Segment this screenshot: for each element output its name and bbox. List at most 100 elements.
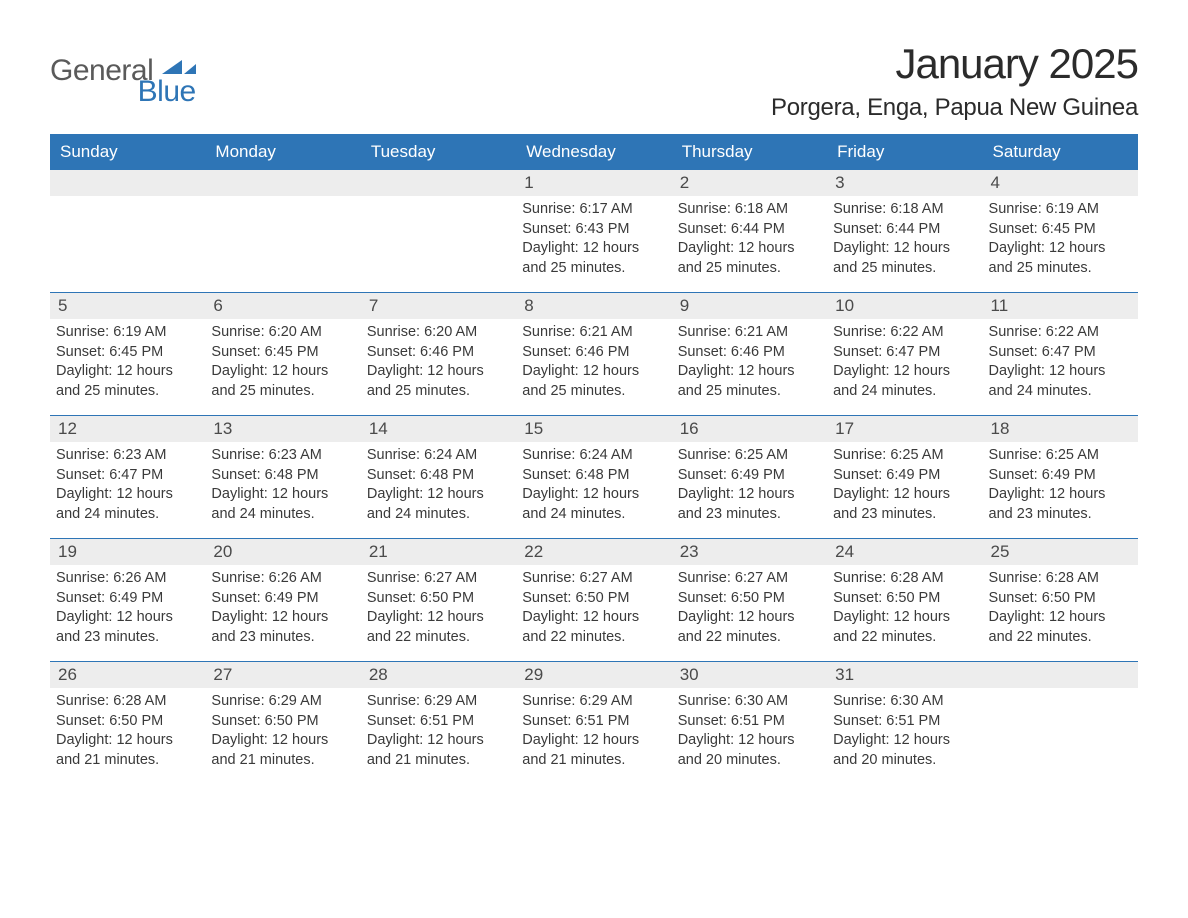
- calendar-cell: 15Sunrise: 6:24 AMSunset: 6:48 PMDayligh…: [516, 416, 671, 538]
- day-number: [50, 170, 205, 196]
- day-details: Sunrise: 6:17 AMSunset: 6:43 PMDaylight:…: [516, 196, 671, 288]
- dow-thursday: Thursday: [672, 134, 827, 170]
- daylight-text: Daylight: 12 hours and 24 minutes.: [367, 485, 510, 524]
- sunrise-text: Sunrise: 6:21 AM: [678, 323, 821, 343]
- sunrise-text: Sunrise: 6:26 AM: [211, 569, 354, 589]
- calendar-cell: 9Sunrise: 6:21 AMSunset: 6:46 PMDaylight…: [672, 293, 827, 415]
- sunrise-text: Sunrise: 6:25 AM: [678, 446, 821, 466]
- calendar-cell: [361, 170, 516, 292]
- day-number: 31: [827, 662, 982, 688]
- sunset-text: Sunset: 6:50 PM: [678, 589, 821, 609]
- daylight-text: Daylight: 12 hours and 25 minutes.: [678, 239, 821, 278]
- calendar-cell: [983, 662, 1138, 784]
- day-number: 23: [672, 539, 827, 565]
- day-number: 2: [672, 170, 827, 196]
- calendar-cell: 18Sunrise: 6:25 AMSunset: 6:49 PMDayligh…: [983, 416, 1138, 538]
- day-number: [983, 662, 1138, 688]
- week-row: 5Sunrise: 6:19 AMSunset: 6:45 PMDaylight…: [50, 292, 1138, 415]
- calendar-cell: 28Sunrise: 6:29 AMSunset: 6:51 PMDayligh…: [361, 662, 516, 784]
- sunrise-text: Sunrise: 6:28 AM: [56, 692, 199, 712]
- daylight-text: Daylight: 12 hours and 20 minutes.: [833, 731, 976, 770]
- sunrise-text: Sunrise: 6:22 AM: [989, 323, 1132, 343]
- daylight-text: Daylight: 12 hours and 25 minutes.: [989, 239, 1132, 278]
- calendar-cell: 21Sunrise: 6:27 AMSunset: 6:50 PMDayligh…: [361, 539, 516, 661]
- day-number: 24: [827, 539, 982, 565]
- calendar-cell: 19Sunrise: 6:26 AMSunset: 6:49 PMDayligh…: [50, 539, 205, 661]
- calendar-cell: [205, 170, 360, 292]
- sunrise-text: Sunrise: 6:24 AM: [367, 446, 510, 466]
- sunset-text: Sunset: 6:44 PM: [678, 220, 821, 240]
- day-details: Sunrise: 6:27 AMSunset: 6:50 PMDaylight:…: [516, 565, 671, 657]
- sunset-text: Sunset: 6:51 PM: [522, 712, 665, 732]
- sunrise-text: Sunrise: 6:30 AM: [678, 692, 821, 712]
- sunset-text: Sunset: 6:45 PM: [211, 343, 354, 363]
- day-number: 26: [50, 662, 205, 688]
- sunrise-text: Sunrise: 6:29 AM: [367, 692, 510, 712]
- calendar-cell: 17Sunrise: 6:25 AMSunset: 6:49 PMDayligh…: [827, 416, 982, 538]
- day-details: Sunrise: 6:18 AMSunset: 6:44 PMDaylight:…: [827, 196, 982, 288]
- day-number: 27: [205, 662, 360, 688]
- sunset-text: Sunset: 6:50 PM: [367, 589, 510, 609]
- calendar-cell: 27Sunrise: 6:29 AMSunset: 6:50 PMDayligh…: [205, 662, 360, 784]
- day-details: Sunrise: 6:24 AMSunset: 6:48 PMDaylight:…: [361, 442, 516, 534]
- day-number: [205, 170, 360, 196]
- calendar-cell: [50, 170, 205, 292]
- day-number: 28: [361, 662, 516, 688]
- week-row: 12Sunrise: 6:23 AMSunset: 6:47 PMDayligh…: [50, 415, 1138, 538]
- day-number: 30: [672, 662, 827, 688]
- sunset-text: Sunset: 6:45 PM: [56, 343, 199, 363]
- weeks-container: 1Sunrise: 6:17 AMSunset: 6:43 PMDaylight…: [50, 170, 1138, 784]
- day-details: Sunrise: 6:21 AMSunset: 6:46 PMDaylight:…: [672, 319, 827, 411]
- day-details: Sunrise: 6:23 AMSunset: 6:47 PMDaylight:…: [50, 442, 205, 534]
- calendar-cell: 1Sunrise: 6:17 AMSunset: 6:43 PMDaylight…: [516, 170, 671, 292]
- calendar-cell: 23Sunrise: 6:27 AMSunset: 6:50 PMDayligh…: [672, 539, 827, 661]
- day-details: Sunrise: 6:30 AMSunset: 6:51 PMDaylight:…: [827, 688, 982, 780]
- sunset-text: Sunset: 6:49 PM: [989, 466, 1132, 486]
- calendar-cell: 30Sunrise: 6:30 AMSunset: 6:51 PMDayligh…: [672, 662, 827, 784]
- calendar-cell: 2 Sunrise: 6:18 AMSunset: 6:44 PMDaylight…: [672, 170, 827, 292]
- calendar-cell: 26Sunrise: 6:28 AMSunset: 6:50 PMDayligh…: [50, 662, 205, 784]
- day-number: 20: [205, 539, 360, 565]
- sunrise-text: Sunrise: 6:23 AM: [211, 446, 354, 466]
- day-number: 6: [205, 293, 360, 319]
- day-details: Sunrise: 6:27 AMSunset: 6:50 PMDaylight:…: [672, 565, 827, 657]
- day-details: Sunrise: 6:20 AMSunset: 6:46 PMDaylight:…: [361, 319, 516, 411]
- sunrise-text: Sunrise: 6:17 AM: [522, 200, 665, 220]
- day-number: 10: [827, 293, 982, 319]
- sunset-text: Sunset: 6:50 PM: [989, 589, 1132, 609]
- day-details: Sunrise: 6:24 AMSunset: 6:48 PMDaylight:…: [516, 442, 671, 534]
- sunrise-text: Sunrise: 6:19 AM: [56, 323, 199, 343]
- daylight-text: Daylight: 12 hours and 23 minutes.: [989, 485, 1132, 524]
- day-details: Sunrise: 6:19 AMSunset: 6:45 PMDaylight:…: [50, 319, 205, 411]
- daylight-text: Daylight: 12 hours and 24 minutes.: [211, 485, 354, 524]
- day-number: 4: [983, 170, 1138, 196]
- day-details: Sunrise: 6:29 AMSunset: 6:51 PMDaylight:…: [516, 688, 671, 780]
- sunrise-text: Sunrise: 6:25 AM: [833, 446, 976, 466]
- sunrise-text: Sunrise: 6:29 AM: [522, 692, 665, 712]
- day-number: 15: [516, 416, 671, 442]
- dow-friday: Friday: [827, 134, 982, 170]
- sunset-text: Sunset: 6:49 PM: [211, 589, 354, 609]
- sunrise-text: Sunrise: 6:27 AM: [367, 569, 510, 589]
- day-number: 11: [983, 293, 1138, 319]
- day-number: 29: [516, 662, 671, 688]
- calendar-cell: 29Sunrise: 6:29 AMSunset: 6:51 PMDayligh…: [516, 662, 671, 784]
- sunrise-text: Sunrise: 6:28 AM: [833, 569, 976, 589]
- daylight-text: Daylight: 12 hours and 22 minutes.: [522, 608, 665, 647]
- sunrise-text: Sunrise: 6:19 AM: [989, 200, 1132, 220]
- day-details: Sunrise: 6:21 AMSunset: 6:46 PMDaylight:…: [516, 319, 671, 411]
- daylight-text: Daylight: 12 hours and 24 minutes.: [522, 485, 665, 524]
- daylight-text: Daylight: 12 hours and 25 minutes.: [522, 362, 665, 401]
- sunset-text: Sunset: 6:47 PM: [989, 343, 1132, 363]
- daylight-text: Daylight: 12 hours and 25 minutes.: [522, 239, 665, 278]
- daylight-text: Daylight: 12 hours and 23 minutes.: [678, 485, 821, 524]
- dow-wednesday: Wednesday: [516, 134, 671, 170]
- daylight-text: Daylight: 12 hours and 24 minutes.: [989, 362, 1132, 401]
- calendar-cell: 6Sunrise: 6:20 AMSunset: 6:45 PMDaylight…: [205, 293, 360, 415]
- page-title: January 2025: [771, 40, 1138, 88]
- calendar-cell: 8Sunrise: 6:21 AMSunset: 6:46 PMDaylight…: [516, 293, 671, 415]
- dow-tuesday: Tuesday: [361, 134, 516, 170]
- sunset-text: Sunset: 6:47 PM: [56, 466, 199, 486]
- day-details: Sunrise: 6:27 AMSunset: 6:50 PMDaylight:…: [361, 565, 516, 657]
- sunrise-text: Sunrise: 6:18 AM: [678, 200, 821, 220]
